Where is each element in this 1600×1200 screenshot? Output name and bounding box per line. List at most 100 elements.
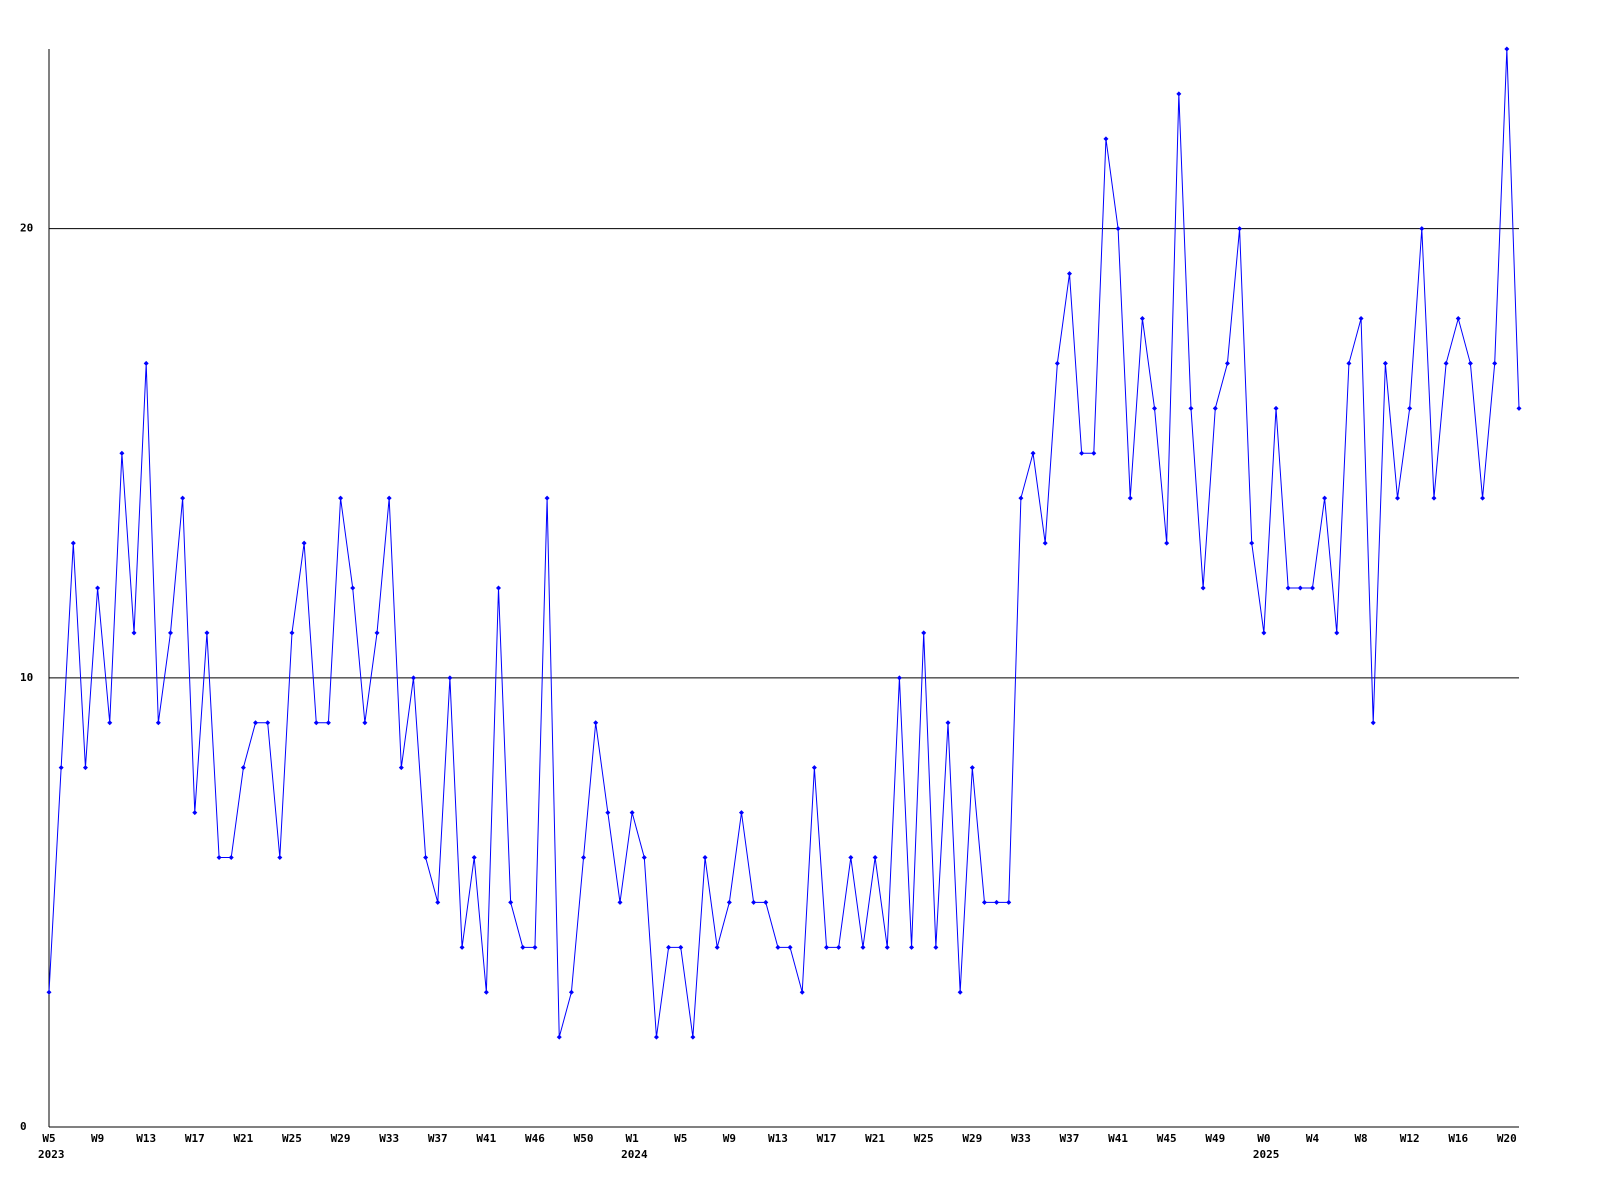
x-tick-label: W41: [476, 1132, 496, 1145]
data-point: [787, 944, 793, 950]
data-point: [1504, 46, 1510, 52]
data-point: [1261, 630, 1267, 636]
x-tick-label: W0: [1257, 1132, 1270, 1145]
data-point: [155, 720, 161, 726]
data-point: [313, 720, 319, 726]
data-point: [1127, 495, 1133, 501]
data-point: [483, 989, 489, 995]
data-point: [1431, 495, 1437, 501]
x-tick-label: W29: [331, 1132, 351, 1145]
data-point: [1079, 450, 1085, 456]
data-point: [641, 855, 647, 860]
data-point: [653, 1034, 659, 1040]
data-point: [1018, 495, 1024, 501]
data-point: [544, 495, 550, 501]
data-point: [82, 765, 88, 771]
data-point: [981, 899, 987, 905]
data-point: [617, 899, 623, 905]
data-point: [994, 899, 1000, 905]
data-point: [593, 720, 599, 726]
data-point: [945, 720, 951, 726]
data-point: [301, 540, 307, 546]
data-point: [1467, 360, 1473, 366]
x-tick-label: W8: [1354, 1132, 1367, 1145]
data-point: [1224, 360, 1230, 366]
data-point: [1370, 720, 1376, 726]
data-point: [1358, 316, 1364, 321]
data-point: [167, 630, 173, 636]
data-point: [447, 675, 453, 681]
data-point: [228, 855, 234, 860]
data-point: [1006, 899, 1012, 905]
data-point: [726, 899, 732, 905]
data-point: [1054, 360, 1060, 366]
data-point: [131, 630, 137, 636]
data-point: [1480, 495, 1486, 501]
x-tick-label: W41: [1108, 1132, 1128, 1145]
data-point: [70, 540, 76, 546]
data-point: [678, 944, 684, 950]
data-point: [872, 855, 878, 860]
data-point: [350, 585, 356, 591]
data-point: [95, 585, 101, 591]
data-point: [848, 855, 854, 860]
x-tick-label: W9: [723, 1132, 736, 1145]
x-tick-label: W49: [1205, 1132, 1225, 1145]
data-point: [1164, 540, 1170, 546]
data-point: [1346, 360, 1352, 366]
data-point: [836, 944, 842, 950]
x-year-label: 2023: [38, 1148, 65, 1161]
data-point: [1492, 360, 1498, 366]
x-tick-label: W17: [817, 1132, 837, 1145]
data-point: [265, 720, 271, 726]
data-point: [277, 855, 283, 860]
data-point: [629, 810, 635, 816]
x-tick-label: W33: [1011, 1132, 1031, 1145]
x-year-label: 2024: [621, 1148, 648, 1161]
data-point: [824, 944, 830, 950]
data-point: [1455, 316, 1461, 321]
data-point: [1103, 136, 1109, 142]
data-point: [143, 360, 149, 366]
x-tick-label: W45: [1157, 1132, 1177, 1145]
x-tick-label: W25: [282, 1132, 302, 1145]
x-tick-label: W37: [1060, 1132, 1080, 1145]
data-point: [1285, 585, 1291, 591]
data-point: [1176, 91, 1182, 97]
data-point: [1516, 405, 1522, 411]
data-point: [435, 899, 441, 905]
data-point: [46, 989, 52, 995]
data-point: [1066, 271, 1072, 277]
data-point: [969, 765, 975, 771]
data-point: [192, 810, 198, 816]
data-point: [957, 989, 963, 995]
data-point: [1042, 540, 1048, 546]
data-point: [240, 765, 246, 771]
data-point: [289, 630, 295, 636]
x-tick-label: W21: [865, 1132, 885, 1145]
data-point: [119, 450, 125, 456]
x-tick-label: W33: [379, 1132, 399, 1145]
data-point: [1115, 226, 1121, 232]
x-tick-label: W4: [1306, 1132, 1320, 1145]
data-point: [398, 765, 404, 771]
data-point: [1139, 316, 1145, 321]
x-tick-label: W25: [914, 1132, 934, 1145]
data-point: [909, 944, 915, 950]
x-tick-label: W37: [428, 1132, 448, 1145]
data-point: [751, 899, 757, 905]
data-point: [58, 765, 64, 771]
x-tick-label: W5: [42, 1132, 55, 1145]
data-point: [1334, 630, 1340, 636]
data-point: [738, 810, 744, 816]
data-point: [423, 855, 429, 860]
x-tick-label: W12: [1400, 1132, 1420, 1145]
data-point: [896, 675, 902, 681]
x-tick-label: W46: [525, 1132, 545, 1145]
x-tick-label: W16: [1448, 1132, 1468, 1145]
data-point: [763, 899, 769, 905]
x-year-label: 2025: [1253, 1148, 1280, 1161]
y-tick-label: 0: [20, 1120, 27, 1133]
data-point: [508, 899, 514, 905]
